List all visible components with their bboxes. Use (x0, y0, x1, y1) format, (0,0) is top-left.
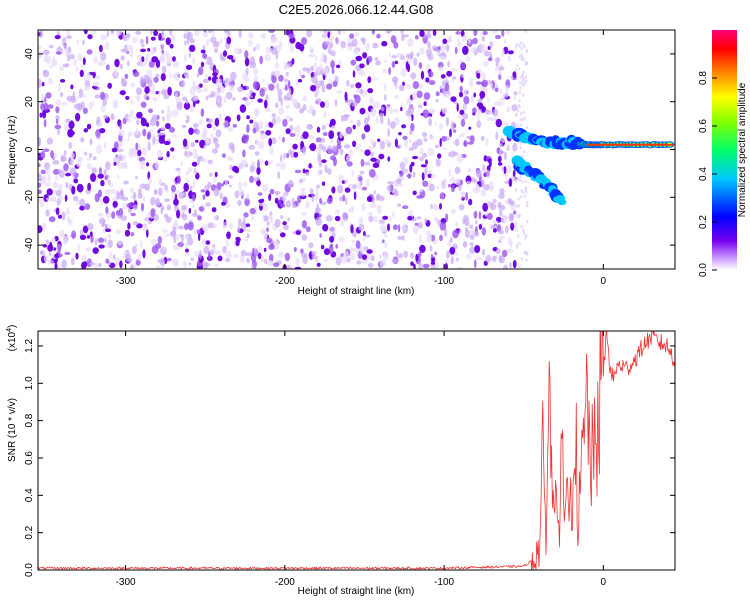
x-tick-label: -300 (116, 276, 136, 287)
snr-plot-area (38, 331, 675, 570)
snr-frame (37, 330, 676, 571)
colorbar-label: Normalized spectral amplitude (737, 82, 748, 217)
y-tick-label: -20 (24, 190, 35, 205)
signal-blob (557, 198, 567, 206)
colorbar-tick-label: 0.0 (698, 263, 709, 277)
y-tick-label: 1.0 (24, 376, 35, 390)
scale-factor-end: ) (7, 325, 18, 328)
snr-panel: -300 -200 -100 0 0.0 0.2 0.4 0.6 0.8 1.0 1.2 Heig… (6, 325, 676, 597)
y-tick-label: 1.2 (24, 339, 35, 353)
y-tick-label: 40 (24, 48, 35, 60)
y-tick-label: 0.6 (24, 451, 35, 465)
colorbar-tick-label: 0.4 (698, 167, 709, 181)
y-tick-label: 0.8 (24, 413, 35, 427)
x-tick-label: 0 (601, 276, 607, 287)
colorbar-tick-label: 0.8 (698, 71, 709, 85)
scale-factor-base: (x10 (7, 331, 18, 351)
bottom-x-axis-label: Height of straight line (km) (298, 586, 415, 597)
x-tick-label: -200 (275, 577, 295, 588)
y-tick-label: 0 (24, 146, 35, 152)
colorbar: 0.0 0.2 0.4 0.6 0.8 Normalized spectral ampl… (698, 30, 748, 277)
x-tick-label: -100 (434, 276, 454, 287)
top-x-axis-label: Height of straight line (km) (298, 286, 415, 297)
svg-text:(x104): (x104) (6, 325, 18, 352)
snr-series-line (38, 331, 675, 570)
bottom-y-axis-label: SNR (10 * v/v) (7, 398, 18, 462)
colorbar-tick-label: 0.2 (698, 215, 709, 229)
x-tick-label: -200 (275, 276, 295, 287)
y-tick-label: 0.4 (24, 488, 35, 502)
signal-trace (502, 125, 675, 206)
y-tick-label: 0.0 (24, 563, 35, 577)
top-x-ticks: -300 -200 -100 0 (116, 30, 607, 287)
y-tick-label: -40 (24, 237, 35, 252)
x-tick-label: -300 (116, 577, 136, 588)
scale-factor-label: (x104) (6, 325, 18, 352)
x-tick-label: 0 (601, 577, 607, 588)
top-y-ticks: -40 -20 0 20 40 (24, 48, 675, 252)
y-tick-label: 20 (24, 96, 35, 108)
y-tick-label: 0.2 (24, 525, 35, 539)
scale-factor-exponent: 4 (6, 328, 13, 332)
colorbar-gradient (712, 30, 737, 270)
bottom-x-ticks: -300 -200 -100 0 (116, 331, 607, 588)
top-y-axis-label: Frequency (Hz) (7, 116, 18, 185)
chart-title: C2E5.2026.066.12.44.G08 (279, 2, 434, 17)
colorbar-ticks: 0.0 0.2 0.4 0.6 0.8 (698, 71, 717, 277)
bottom-y-ticks: 0.0 0.2 0.4 0.6 0.8 1.0 1.2 (24, 339, 675, 577)
x-tick-label: -100 (434, 577, 454, 588)
colorbar-tick-label: 0.6 (698, 119, 709, 133)
